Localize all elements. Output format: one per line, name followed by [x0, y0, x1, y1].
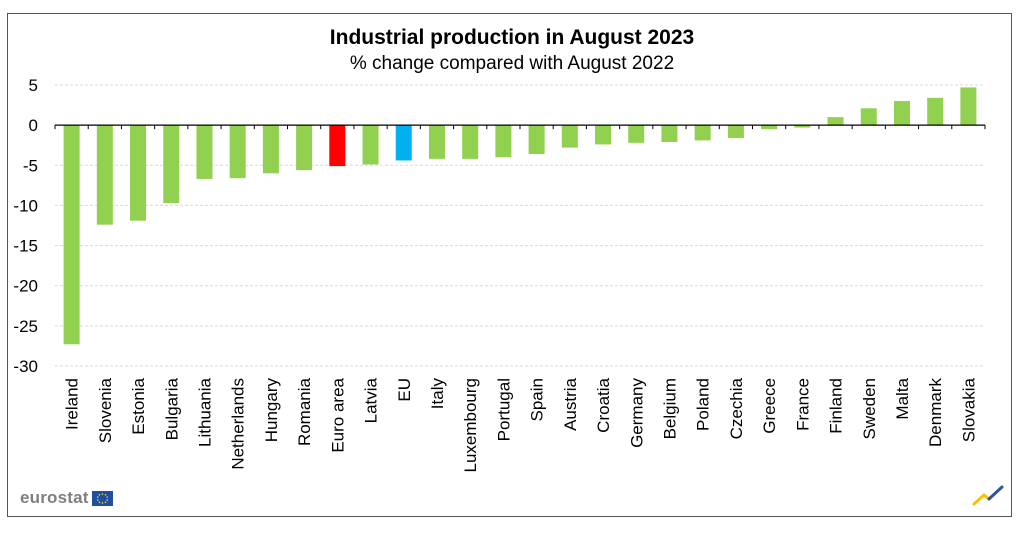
x-tick-label: Sweden	[860, 378, 879, 439]
x-tick-label: EU	[395, 378, 414, 402]
bar-sweden	[860, 108, 877, 126]
y-tick-label: 5	[29, 76, 38, 95]
bar-latvia	[362, 125, 379, 165]
bar-finland	[827, 117, 844, 126]
x-tick-label: Slovakia	[959, 377, 978, 442]
x-tick-label: Euro area	[328, 377, 347, 452]
bar-hungary	[262, 125, 279, 174]
x-tick-label: Slovenia	[96, 377, 115, 443]
x-axis-labels: Ireland Slovenia Estonia Bulgaria Lithuania N…	[63, 377, 979, 472]
x-tick-label: Hungary	[262, 378, 281, 443]
bar-malta	[893, 101, 910, 126]
statistics-explained-icon	[972, 485, 1004, 506]
eurostat-logo-text: eurostat	[20, 488, 89, 507]
x-tick-label: Belgium	[660, 378, 679, 439]
x-tick-label: Romania	[295, 377, 314, 446]
bar-romania	[296, 125, 313, 171]
x-tick-label: Portugal	[494, 378, 513, 441]
x-tick-label: Finland	[827, 378, 846, 434]
bar-bulgaria	[163, 125, 180, 204]
y-tick-label: -5	[23, 156, 38, 175]
x-tick-label: Poland	[694, 378, 713, 431]
x-tick-label: Italy	[428, 378, 447, 410]
x-tick-label: Lithuania	[195, 377, 214, 447]
x-tick-label: Malta	[893, 377, 912, 419]
y-axis-ticks: 5 0 -5 -10 -15 -20 -25 -30	[13, 76, 38, 376]
x-tick-label: Austria	[561, 377, 580, 430]
x-tick-label: Luxembourg	[461, 378, 480, 473]
y-tick-label: -25	[13, 317, 38, 336]
x-tick-label: Ireland	[63, 378, 82, 430]
x-tick-label: Germany	[627, 378, 646, 448]
bars	[63, 87, 977, 345]
bar-germany	[628, 125, 645, 143]
bar-ireland	[63, 125, 80, 345]
bar-slovakia	[960, 87, 977, 126]
bar-poland	[694, 125, 711, 141]
bar-italy	[428, 125, 445, 159]
x-tick-label: Bulgaria	[162, 377, 181, 440]
x-tick-label: Spain	[528, 378, 547, 421]
y-tick-label: -20	[13, 277, 38, 296]
x-tick-label: Estonia	[129, 377, 148, 434]
eurostat-logo: eurostat	[20, 488, 113, 508]
bar-portugal	[495, 125, 512, 158]
x-tick-label: Latvia	[362, 377, 381, 423]
bar-slovenia	[96, 125, 113, 225]
gridlines	[55, 84, 985, 367]
chart-frame	[7, 13, 1012, 517]
bar-denmark	[927, 97, 944, 126]
bar-croatia	[595, 125, 612, 145]
chart-subtitle: % change compared with August 2022	[349, 53, 675, 74]
bar-spain	[528, 125, 545, 155]
y-tick-label: -30	[13, 357, 38, 376]
bar-austria	[561, 125, 578, 148]
y-tick-label: -10	[13, 196, 38, 215]
y-tick-label: -15	[13, 237, 38, 256]
bar-netherlands	[229, 125, 246, 179]
x-tick-label: Greece	[760, 378, 779, 434]
bar-euro-area	[329, 125, 346, 167]
x-tick-label: Denmark	[926, 378, 945, 447]
bar-greece	[761, 125, 778, 130]
y-tick-label: 0	[29, 116, 38, 135]
bar-france	[794, 125, 811, 128]
bar-lithuania	[196, 125, 213, 179]
eu-flag-icon	[91, 490, 113, 506]
bar-belgium	[661, 125, 678, 143]
x-tick-label: Netherlands	[229, 378, 248, 470]
bar-luxembourg	[462, 125, 479, 159]
x-tick-label: Croatia	[594, 377, 613, 432]
bar-eu	[395, 125, 412, 161]
x-tick-label: Czechia	[727, 377, 746, 439]
x-tick-label: France	[793, 378, 812, 431]
chart-title: Industrial production in August 2023	[329, 26, 695, 49]
bar-estonia	[130, 125, 147, 221]
bar-czechia	[727, 125, 744, 138]
